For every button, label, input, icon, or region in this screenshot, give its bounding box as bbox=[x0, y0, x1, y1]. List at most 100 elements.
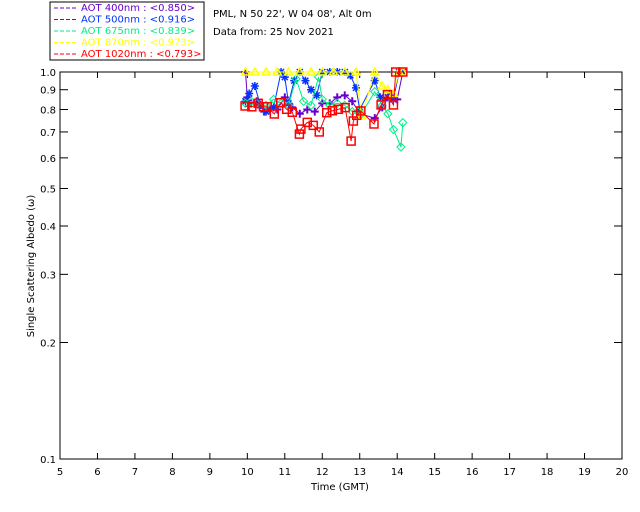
data-point bbox=[240, 66, 251, 76]
data-point bbox=[370, 76, 379, 85]
data-point bbox=[308, 120, 319, 131]
data-point bbox=[291, 74, 301, 84]
data-point bbox=[383, 93, 392, 102]
data-point bbox=[332, 98, 342, 109]
data-point bbox=[382, 89, 393, 100]
data-point bbox=[313, 72, 324, 82]
data-point bbox=[283, 66, 294, 76]
data-point bbox=[316, 66, 328, 76]
y-tick-label: 0.5 bbox=[40, 184, 56, 195]
y-tick-label: 0.4 bbox=[40, 222, 56, 233]
data-point bbox=[245, 89, 254, 98]
x-tick-label: 14 bbox=[391, 467, 404, 478]
x-tick-label: 16 bbox=[466, 467, 479, 478]
data-point bbox=[262, 107, 271, 116]
data-point bbox=[249, 66, 261, 76]
data-point bbox=[262, 102, 272, 112]
y-tick-label: 0.6 bbox=[40, 154, 56, 165]
data-point bbox=[294, 66, 306, 76]
data-point bbox=[382, 84, 394, 94]
legend: AOT 400nm : <0.850>AOT 500nm : <0.916>AO… bbox=[49, 1, 205, 61]
y-tick-label: 0.8 bbox=[40, 106, 56, 117]
data-point bbox=[376, 80, 388, 90]
y-tick-label: 0.3 bbox=[40, 270, 56, 281]
x-tick-label: 15 bbox=[428, 467, 441, 478]
date-info: Data from: 25 Nov 2021 bbox=[213, 27, 334, 38]
data-point bbox=[390, 67, 401, 77]
data-point bbox=[269, 109, 280, 119]
y-tick-label: 0.9 bbox=[40, 86, 56, 97]
data-point bbox=[340, 102, 350, 113]
x-tick-label: 17 bbox=[503, 467, 516, 478]
x-tick-label: 8 bbox=[169, 467, 175, 478]
data-point bbox=[346, 136, 356, 146]
data-point bbox=[333, 104, 344, 115]
x-tick-label: 9 bbox=[207, 467, 213, 478]
data-point bbox=[369, 119, 379, 129]
y-tick-label: 1.0 bbox=[40, 68, 56, 79]
x-tick-label: 20 bbox=[616, 467, 629, 478]
x-tick-label: 6 bbox=[94, 467, 100, 478]
data-point bbox=[272, 66, 283, 76]
data-point bbox=[302, 117, 313, 128]
data-point bbox=[301, 76, 310, 85]
x-axis-label: Time (GMT) bbox=[310, 482, 369, 493]
y-tick-label: 0.2 bbox=[40, 339, 56, 350]
data-point bbox=[294, 129, 305, 139]
legend-entry: AOT 870nm : <0.973> bbox=[81, 38, 195, 49]
x-tick-label: 12 bbox=[316, 467, 329, 478]
data-point bbox=[303, 105, 312, 114]
axes: 5 6 7 8 9 10 11 12 13 14 15 16 17 18 19 20 0.1 0.2 0.3 0.4 0… bbox=[40, 68, 628, 478]
data-point bbox=[295, 109, 304, 118]
data-point bbox=[388, 124, 399, 135]
x-tick-label: 13 bbox=[353, 467, 366, 478]
y-tick-label: 0.1 bbox=[40, 455, 56, 466]
x-tick-label: 11 bbox=[278, 467, 291, 478]
y-tick-label: 0.7 bbox=[40, 128, 56, 139]
data-point bbox=[281, 104, 292, 115]
legend-entry: AOT 1020nm : <0.793> bbox=[81, 49, 201, 60]
legend-entry: AOT 500nm : <0.916> bbox=[81, 15, 195, 26]
data-point bbox=[327, 106, 338, 116]
data-point bbox=[340, 91, 349, 100]
data-point bbox=[322, 107, 332, 118]
data-point bbox=[339, 66, 351, 76]
legend-entry: AOT 675nm : <0.839> bbox=[81, 26, 195, 37]
data-point bbox=[376, 100, 386, 110]
x-tick-label: 10 bbox=[241, 467, 254, 478]
plot-frame bbox=[59, 71, 623, 460]
data-point bbox=[317, 94, 327, 105]
site-info: PML, N 50 22', W 04 08', Alt 0m bbox=[213, 9, 372, 20]
y-axis-label: Single Scattering Albedo (ω) bbox=[26, 195, 37, 338]
data-point bbox=[260, 66, 272, 76]
data-point bbox=[250, 82, 259, 91]
data-point bbox=[348, 97, 357, 106]
data-point bbox=[398, 67, 408, 77]
data-point bbox=[287, 107, 298, 118]
data-point bbox=[328, 66, 339, 76]
series-group bbox=[240, 66, 409, 152]
x-tick-label: 7 bbox=[132, 467, 138, 478]
x-tick-label: 5 bbox=[57, 467, 63, 478]
data-point bbox=[396, 142, 406, 152]
data-point bbox=[370, 86, 380, 97]
data-point bbox=[298, 96, 309, 107]
data-point bbox=[383, 109, 393, 119]
data-point bbox=[376, 93, 385, 102]
x-tick-label: 19 bbox=[578, 467, 591, 478]
data-point bbox=[306, 100, 316, 111]
data-point bbox=[388, 100, 399, 110]
data-point bbox=[280, 73, 289, 82]
data-point bbox=[351, 83, 360, 92]
data-point bbox=[312, 91, 321, 100]
data-point bbox=[275, 97, 286, 108]
data-point bbox=[314, 127, 325, 137]
data-point bbox=[269, 103, 278, 112]
data-point bbox=[310, 107, 319, 116]
data-point bbox=[346, 71, 355, 80]
data-point bbox=[284, 99, 293, 108]
data-point bbox=[350, 66, 362, 76]
data-point bbox=[369, 66, 381, 76]
data-point bbox=[398, 117, 408, 128]
